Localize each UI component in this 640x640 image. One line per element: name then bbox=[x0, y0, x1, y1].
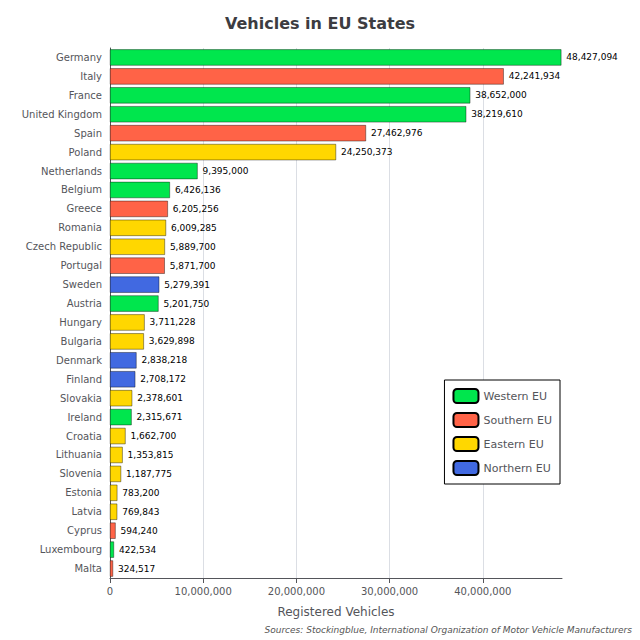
svg-text:324,517: 324,517 bbox=[118, 564, 155, 574]
svg-text:Hungary: Hungary bbox=[59, 317, 102, 328]
svg-text:1,187,775: 1,187,775 bbox=[126, 469, 172, 479]
svg-text:United Kingdom: United Kingdom bbox=[22, 109, 102, 120]
svg-text:Bulgaria: Bulgaria bbox=[61, 336, 102, 347]
svg-text:2,708,172: 2,708,172 bbox=[140, 374, 186, 384]
svg-text:42,241,934: 42,241,934 bbox=[509, 71, 561, 81]
svg-text:Slovakia: Slovakia bbox=[60, 393, 102, 404]
svg-text:27,462,976: 27,462,976 bbox=[371, 128, 423, 138]
svg-text:24,250,373: 24,250,373 bbox=[341, 147, 393, 157]
svg-text:Luxembourg: Luxembourg bbox=[40, 544, 102, 555]
svg-text:1,353,815: 1,353,815 bbox=[128, 450, 174, 460]
svg-text:Ireland: Ireland bbox=[67, 412, 102, 423]
svg-text:5,871,700: 5,871,700 bbox=[170, 261, 216, 271]
svg-text:30,000,000: 30,000,000 bbox=[361, 586, 418, 597]
svg-text:Spain: Spain bbox=[74, 128, 102, 139]
svg-text:2,378,601: 2,378,601 bbox=[137, 393, 183, 403]
svg-text:3,711,228: 3,711,228 bbox=[150, 317, 196, 327]
svg-text:38,652,000: 38,652,000 bbox=[475, 90, 527, 100]
svg-text:Romania: Romania bbox=[58, 222, 102, 233]
svg-text:Netherlands: Netherlands bbox=[41, 166, 102, 177]
svg-text:20,000,000: 20,000,000 bbox=[268, 586, 325, 597]
svg-text:Eastern EU: Eastern EU bbox=[483, 438, 543, 451]
svg-text:Estonia: Estonia bbox=[65, 487, 102, 498]
svg-text:Sources: Stockingblue, Interna: Sources: Stockingblue, International Org… bbox=[264, 625, 632, 635]
svg-text:Southern EU: Southern EU bbox=[483, 414, 552, 427]
svg-text:Germany: Germany bbox=[56, 52, 102, 63]
svg-text:3,629,898: 3,629,898 bbox=[149, 336, 195, 346]
svg-text:2,838,218: 2,838,218 bbox=[141, 355, 187, 365]
svg-text:Poland: Poland bbox=[69, 147, 102, 158]
svg-text:1,662,700: 1,662,700 bbox=[130, 431, 176, 441]
svg-text:Malta: Malta bbox=[74, 563, 102, 574]
svg-text:40,000,000: 40,000,000 bbox=[454, 586, 511, 597]
svg-text:Croatia: Croatia bbox=[66, 431, 102, 442]
svg-text:5,889,700: 5,889,700 bbox=[170, 242, 216, 252]
svg-text:769,843: 769,843 bbox=[122, 507, 159, 517]
svg-text:5,279,391: 5,279,391 bbox=[164, 280, 210, 290]
svg-text:Belgium: Belgium bbox=[61, 184, 102, 195]
svg-text:Northern EU: Northern EU bbox=[483, 462, 550, 475]
svg-text:422,534: 422,534 bbox=[119, 545, 156, 555]
svg-text:6,009,285: 6,009,285 bbox=[171, 223, 217, 233]
svg-text:594,240: 594,240 bbox=[121, 526, 158, 536]
svg-text:Finland: Finland bbox=[66, 374, 102, 385]
svg-text:6,426,136: 6,426,136 bbox=[175, 185, 221, 195]
svg-text:Austria: Austria bbox=[67, 298, 102, 309]
svg-text:48,427,094: 48,427,094 bbox=[566, 52, 618, 62]
svg-text:Vehicles in EU States: Vehicles in EU States bbox=[225, 14, 415, 33]
svg-text:6,205,256: 6,205,256 bbox=[173, 204, 219, 214]
svg-text:Denmark: Denmark bbox=[56, 355, 102, 366]
svg-text:0: 0 bbox=[107, 586, 113, 597]
svg-text:Lithuania: Lithuania bbox=[56, 449, 102, 460]
svg-text:9,395,000: 9,395,000 bbox=[203, 166, 249, 176]
svg-text:Registered Vehicles: Registered Vehicles bbox=[277, 605, 394, 619]
svg-text:783,200: 783,200 bbox=[122, 488, 159, 498]
svg-text:Western EU: Western EU bbox=[483, 390, 547, 403]
svg-text:10,000,000: 10,000,000 bbox=[175, 586, 232, 597]
svg-text:Cyprus: Cyprus bbox=[67, 525, 102, 536]
svg-text:Italy: Italy bbox=[80, 71, 102, 82]
svg-text:5,201,750: 5,201,750 bbox=[163, 299, 209, 309]
svg-text:38,219,610: 38,219,610 bbox=[471, 109, 523, 119]
svg-text:Slovenia: Slovenia bbox=[59, 468, 102, 479]
svg-text:2,315,671: 2,315,671 bbox=[137, 412, 183, 422]
svg-text:Portugal: Portugal bbox=[61, 260, 102, 271]
svg-text:Latvia: Latvia bbox=[72, 506, 102, 517]
svg-text:Sweden: Sweden bbox=[62, 279, 102, 290]
svg-text:Greece: Greece bbox=[66, 203, 102, 214]
svg-text:Czech Republic: Czech Republic bbox=[26, 241, 102, 252]
svg-text:France: France bbox=[69, 90, 102, 101]
